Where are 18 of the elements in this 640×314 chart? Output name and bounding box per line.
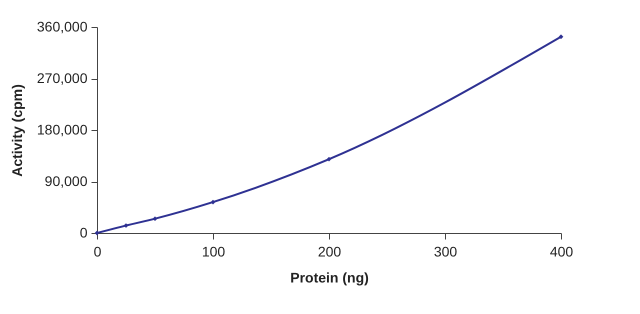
point [210,200,216,204]
point [326,156,332,162]
x-tick-label: 200 [318,244,342,260]
y-tick-label: 180,000 [36,122,88,138]
point [124,223,128,228]
y-tick-label: 0 [80,224,88,240]
y-tick-label: 360,000 [36,18,88,34]
x-tick-label: 400 [550,244,574,260]
y-tick-label: 270,000 [36,70,88,86]
point [94,230,100,236]
x-axis-title: Protein (ng) [290,270,369,286]
x-tick-label: 0 [94,244,102,260]
point [152,216,158,222]
x-tick-label: 100 [202,244,226,260]
y-tick-label: 90,000 [44,173,88,189]
x-tick-label: 300 [434,244,458,260]
y-axis-title: Activity (cpm) [8,84,25,177]
point [558,34,564,40]
